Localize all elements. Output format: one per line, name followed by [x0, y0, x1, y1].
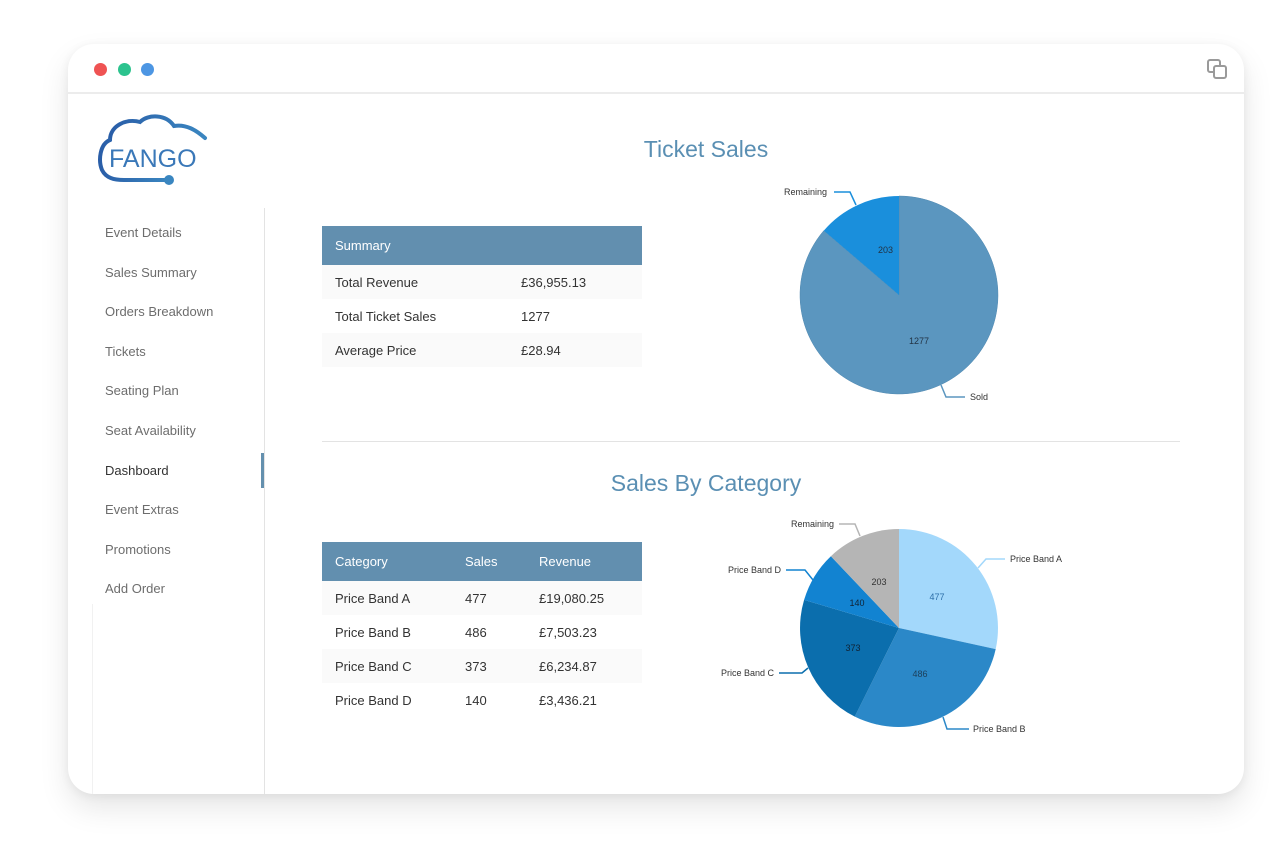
- maximize-window-button[interactable]: [141, 63, 154, 76]
- sidebar-item-tickets[interactable]: Tickets: [105, 344, 146, 359]
- row-label: Total Revenue: [322, 265, 508, 299]
- slice-value-c: 373: [845, 643, 860, 653]
- legend-label-price-band-c: Price Band C: [721, 668, 775, 678]
- row-value: 1277: [521, 308, 550, 324]
- minimize-window-button[interactable]: [118, 63, 131, 76]
- row-value: £28.94: [508, 333, 642, 367]
- cell-sales: 373: [452, 649, 526, 683]
- section-divider: [322, 441, 1180, 442]
- slice-value-a: 477: [929, 592, 944, 602]
- table-row: Total Revenue £36,955.13: [322, 265, 642, 299]
- cell-category: Price Band D: [335, 692, 412, 708]
- legend-label-price-band-d: Price Band D: [728, 565, 782, 575]
- legend-label-remaining: Remaining: [784, 187, 827, 197]
- row-value: £36,955.13: [508, 265, 642, 299]
- sidebar-item-sales-summary[interactable]: Sales Summary: [105, 265, 197, 280]
- sidebar-item-seat-availability[interactable]: Seat Availability: [105, 423, 196, 438]
- cell-sales: 140: [465, 692, 487, 708]
- legend-label-remaining: Remaining: [791, 519, 834, 529]
- table-row: Average Price £28.94: [322, 333, 642, 367]
- fango-logo[interactable]: FANGO: [96, 112, 214, 192]
- row-label: Total Ticket Sales: [335, 308, 437, 324]
- slice-label-remaining-value: 203: [878, 245, 893, 255]
- table-row: Total Ticket Sales 1277: [322, 299, 642, 333]
- sidebar-item-seating-plan[interactable]: Seating Plan: [105, 383, 179, 398]
- pie-slice-price-band-c[interactable]: [800, 599, 899, 717]
- sidebar-item-add-order[interactable]: Add Order: [105, 581, 165, 596]
- sales-by-category-title: Sales By Category: [610, 470, 802, 496]
- title-bar: [68, 44, 1244, 94]
- table-header-row: Category Sales Revenue: [322, 542, 642, 581]
- col-header-revenue: Revenue: [526, 542, 642, 581]
- cell-revenue: £6,234.87: [526, 649, 642, 683]
- table-row: Price Band B 486 £7,503.23: [322, 615, 642, 649]
- row-label: Average Price: [322, 333, 508, 367]
- pie-slice-remaining[interactable]: [823, 196, 899, 295]
- ticket-sales-title: Ticket Sales: [643, 136, 769, 162]
- sidebar-nav: Event Details Sales Summary Orders Break…: [92, 208, 265, 794]
- sidebar-item-event-details[interactable]: Event Details: [105, 225, 182, 240]
- table-row: Price Band A 477 £19,080.25: [322, 581, 642, 615]
- pie-slice-price-band-d[interactable]: [804, 556, 899, 628]
- sidebar-edge: [92, 604, 93, 794]
- active-indicator: [261, 453, 264, 488]
- cell-revenue: £3,436.21: [539, 692, 597, 708]
- legend-label-price-band-b: Price Band B: [973, 724, 1026, 734]
- cell-sales: 477: [452, 581, 526, 615]
- ticket-sales-pie-chart: 203 1277 Remaining Sold: [784, 187, 999, 402]
- sidebar-item-event-extras[interactable]: Event Extras: [105, 502, 179, 517]
- cell-revenue: £19,080.25: [526, 581, 642, 615]
- sidebar-item-promotions[interactable]: Promotions: [105, 542, 171, 557]
- table-row: Price Band D 140 £3,436.21: [322, 683, 642, 717]
- slice-value-d: 140: [849, 598, 864, 608]
- category-table: Category Sales Revenue Price Band A 477 …: [322, 542, 642, 717]
- slice-value-b: 486: [912, 669, 927, 679]
- summary-header: Summary: [322, 226, 642, 265]
- legend-label-price-band-a: Price Band A: [1010, 554, 1062, 564]
- slice-value-remaining: 203: [871, 577, 886, 587]
- pie-slice-remaining[interactable]: [830, 529, 899, 628]
- col-header-category: Category: [322, 542, 452, 581]
- window-restore-icon[interactable]: [1206, 58, 1228, 80]
- pie-slice-price-band-a[interactable]: [899, 529, 998, 650]
- col-header-sales: Sales: [452, 542, 526, 581]
- cell-category: Price Band B: [335, 624, 411, 640]
- table-row: Price Band C 373 £6,234.87: [322, 649, 642, 683]
- sidebar-item-orders-breakdown[interactable]: Orders Breakdown: [105, 304, 214, 319]
- pie-slice-sold[interactable]: [799, 195, 999, 395]
- close-window-button[interactable]: [94, 63, 107, 76]
- svg-text:FANGO: FANGO: [109, 145, 197, 173]
- cell-sales: 486: [465, 624, 487, 640]
- sales-by-category-pie-chart: 477 486 373 140 203 Price Band A Price B…: [721, 519, 1062, 734]
- slice-label-sold-value: 1277: [909, 336, 929, 346]
- app-window: FANGO Event Details Sales Summary Orders…: [68, 44, 1244, 794]
- cell-category: Price Band C: [322, 649, 452, 683]
- pie-slice-price-band-b[interactable]: [854, 628, 996, 728]
- legend-label-sold: Sold: [970, 392, 988, 402]
- sidebar-item-dashboard[interactable]: Dashboard: [105, 463, 169, 478]
- summary-table: Summary Total Revenue £36,955.13 Total T…: [322, 226, 642, 367]
- cell-revenue: £7,503.23: [539, 624, 597, 640]
- cell-category: Price Band A: [322, 581, 452, 615]
